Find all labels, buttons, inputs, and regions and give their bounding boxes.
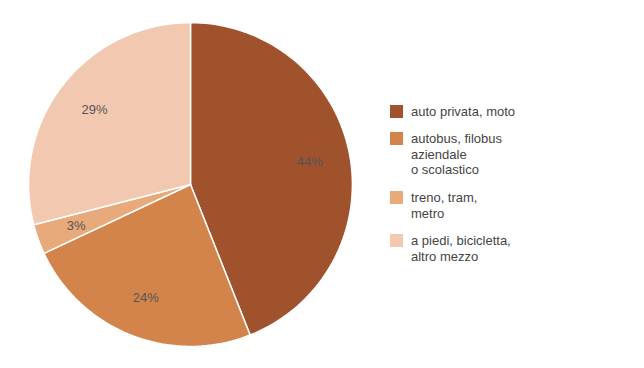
svg-text:44%: 44% — [297, 154, 323, 169]
html-text:a piedi, bicicletta, altro mez: a piedi, bicicletta, altro mezzo — [411, 233, 511, 264]
html-text:autobus, filobus aziendale o s: autobus, filobus aziendale o scolastico — [411, 131, 503, 178]
svg-text:3%: 3% — [67, 218, 86, 233]
html-text:auto privata, moto: auto privata, moto — [411, 103, 516, 119]
html-text:treno, tram, metro: treno, tram, metro — [411, 190, 478, 221]
svg-text:24%: 24% — [133, 290, 159, 305]
svg-text:29%: 29% — [82, 102, 108, 117]
